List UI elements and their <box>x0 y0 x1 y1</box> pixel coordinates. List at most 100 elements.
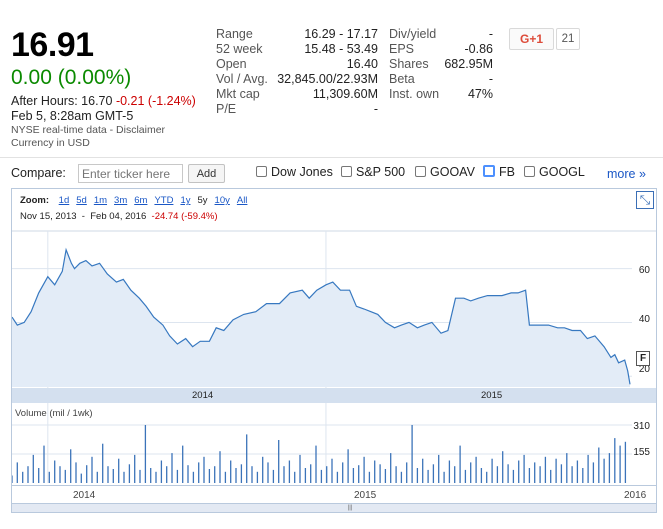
stat-key: Range <box>216 27 253 41</box>
compare-fb-checkbox[interactable]: FB <box>483 165 515 182</box>
stat-row: Range 16.29 - 17.17 <box>216 27 378 42</box>
stats-table-left: Range 16.29 - 17.17 52 week 15.48 - 53.49 Op… <box>216 27 378 117</box>
checkbox-icon[interactable] <box>483 165 495 177</box>
stat-row: Mkt cap 11,309.60M <box>216 87 378 102</box>
date-range-bar: Nov 15, 2013 - Feb 04, 2016 -24.74 (-59.… <box>20 211 218 222</box>
stat-key: Open <box>216 57 247 71</box>
stat-row: Beta - <box>389 72 493 87</box>
price-line <box>12 247 631 385</box>
nav-tick-label: 2016 <box>624 490 647 501</box>
currency-label: Currency in USD <box>11 136 90 149</box>
range-change: -24.74 (-59.4%) <box>151 211 218 222</box>
end-date[interactable]: Feb 04, 2016 <box>90 211 147 222</box>
scrollbar-thumb[interactable]: ||| <box>347 505 353 511</box>
chart-scrollbar[interactable]: ||| <box>12 503 656 512</box>
zoom-label: Zoom: <box>20 195 50 206</box>
stat-key: Mkt cap <box>216 87 260 101</box>
nav-tick-label: 2015 <box>354 490 377 501</box>
stat-value: 11,309.60M <box>312 87 378 101</box>
stat-row: EPS -0.86 <box>389 42 493 57</box>
compare-googl-checkbox[interactable]: GOOGL <box>524 165 585 182</box>
expand-chart-icon[interactable]: ⤡ <box>636 191 654 209</box>
price-change: 0.00 (0.00%) <box>11 66 132 89</box>
compare-option-label: S&P 500 <box>356 165 406 179</box>
stat-key: Beta <box>389 72 415 86</box>
compare-dow-jones-checkbox[interactable]: Dow Jones <box>256 165 333 182</box>
x-tick-label: 2014 <box>192 390 214 401</box>
stats-table-right: Div/yield - EPS -0.86 Shares 682.95M Beta - Inst… <box>389 27 493 102</box>
compare-option-label: Dow Jones <box>271 165 333 179</box>
zoom-option-6m[interactable]: 6m <box>134 195 148 206</box>
checkbox-icon[interactable] <box>256 166 267 177</box>
stat-value: 47% <box>467 87 493 101</box>
google-plus-count: 21 <box>556 28 580 50</box>
zoom-option-10y[interactable]: 10y <box>214 195 230 206</box>
google-plus-button[interactable]: G+1 <box>509 28 554 50</box>
stat-value: - <box>488 27 493 41</box>
stat-value: 15.48 - 53.49 <box>304 42 378 56</box>
checkbox-icon[interactable] <box>524 166 535 177</box>
y-tick-label: 20 <box>638 364 650 375</box>
stat-row: 52 week 15.48 - 53.49 <box>216 42 378 57</box>
compare-option-label: FB <box>499 165 515 179</box>
zoom-option-ytd[interactable]: YTD <box>154 195 174 206</box>
stat-key: Div/yield <box>389 27 437 41</box>
quote-source-info: NYSE real-time data - Disclaimer Currenc… <box>11 124 165 149</box>
stat-row: Vol / Avg. 32,845.00/22.93M <box>216 72 378 87</box>
stat-key: Shares <box>389 57 429 71</box>
y-tick-label: 40 <box>638 314 650 325</box>
stat-row: Div/yield - <box>389 27 493 42</box>
zoom-option-all[interactable]: All <box>236 195 248 206</box>
compare-sp500-checkbox[interactable]: S&P 500 <box>341 165 405 182</box>
compare-bar: Compare: Add Dow Jones S&P 500 GOOAV FB … <box>0 157 663 188</box>
zoom-option-1d[interactable]: 1d <box>58 195 70 206</box>
more-compare-link[interactable]: more » <box>607 167 646 181</box>
stat-row: P/E - <box>216 102 378 117</box>
price-chart-canvas[interactable] <box>12 189 657 513</box>
zoom-option-1m[interactable]: 1m <box>93 195 108 206</box>
zoom-option-3m[interactable]: 3m <box>114 195 128 206</box>
stat-row: Open 16.40 <box>216 57 378 72</box>
news-flag-icon[interactable]: F <box>636 351 650 366</box>
stat-value: - <box>373 102 378 116</box>
compare-gooav-checkbox[interactable]: GOOAV <box>415 165 475 182</box>
zoom-option-1y[interactable]: 1y <box>180 195 191 206</box>
stat-key: Inst. own <box>389 87 440 101</box>
start-date[interactable]: Nov 15, 2013 <box>20 211 77 222</box>
x-axis: 2014 2015 <box>12 388 656 403</box>
stat-key: P/E <box>216 102 237 116</box>
price-area <box>12 249 630 387</box>
ticker-input[interactable] <box>78 164 183 183</box>
price-value: 16.91 <box>11 26 94 64</box>
volume-tick-label: 155 <box>633 447 650 458</box>
compare-label: Compare: <box>11 166 66 180</box>
zoom-option-5d[interactable]: 5d <box>76 195 87 206</box>
nav-tick-label: 2014 <box>73 490 96 501</box>
after-hours-info: After Hours: 16.70 -0.21 (-1.24%) <box>11 94 196 108</box>
stat-key: EPS <box>389 42 415 56</box>
volume-label: Volume (mil / 1wk) <box>15 408 93 419</box>
stat-value: 16.40 <box>346 57 378 71</box>
compare-option-label: GOOAV <box>430 165 475 179</box>
stat-row: Shares 682.95M <box>389 57 493 72</box>
stat-key: 52 week <box>216 42 263 56</box>
stat-key: Vol / Avg. <box>216 72 268 86</box>
zoom-bar: Zoom: 1d 5d 1m 3m 6m YTD 1y 5y 10y All <box>20 195 247 206</box>
stat-value: 682.95M <box>444 57 493 71</box>
zoom-option-5y[interactable]: 5y <box>197 195 208 206</box>
add-ticker-button[interactable]: Add <box>188 164 225 183</box>
after-hours-change: -0.21 (-1.24%) <box>115 94 196 108</box>
stat-value: 16.29 - 17.17 <box>304 27 378 41</box>
data-source-disclaimer[interactable]: NYSE real-time data - Disclaimer <box>11 124 166 136</box>
checkbox-icon[interactable] <box>415 166 426 177</box>
stat-value: - <box>488 72 493 86</box>
volume-tick-label: 310 <box>633 421 650 432</box>
x-tick-label: 2015 <box>481 390 503 401</box>
y-tick-label: 60 <box>638 265 650 276</box>
checkbox-icon[interactable] <box>341 166 352 177</box>
price-chart[interactable]: Zoom: 1d 5d 1m 3m 6m YTD 1y 5y 10y All Nov 15, 20… <box>11 188 657 513</box>
stat-value: -0.86 <box>464 42 494 56</box>
date-separator: - <box>81 211 85 222</box>
quote-timestamp: Feb 5, 8:28am GMT-5 <box>11 109 134 123</box>
compare-option-label: GOOGL <box>539 165 585 179</box>
